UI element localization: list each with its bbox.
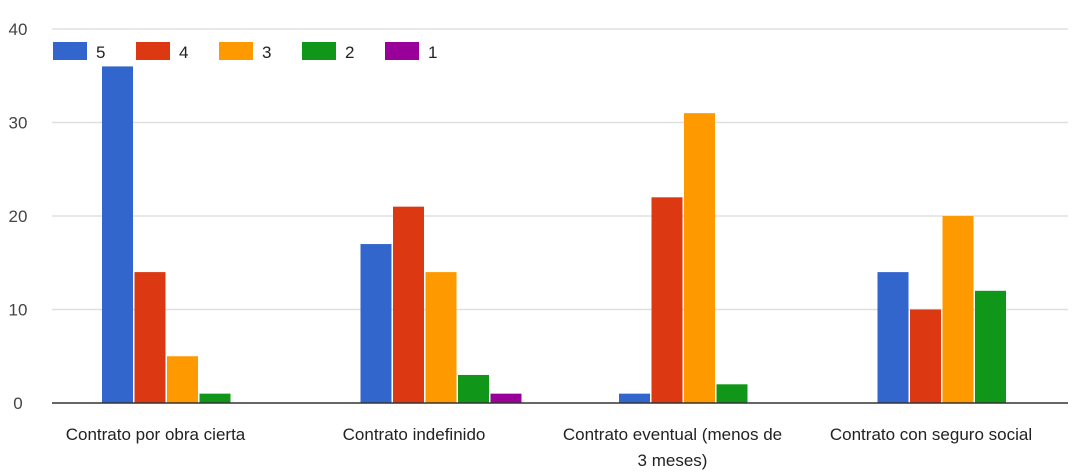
x-category-label: Contrato por obra cierta bbox=[66, 425, 246, 444]
bars bbox=[102, 66, 1006, 404]
legend-swatch-4 bbox=[136, 42, 170, 60]
x-axis-category-labels: Contrato por obra cierta Contrato indefin… bbox=[66, 425, 1032, 470]
bar-2-1 bbox=[199, 393, 231, 403]
legend-swatch-5 bbox=[53, 42, 87, 60]
y-tick-label: 30 bbox=[9, 114, 28, 133]
legend-label-1: 1 bbox=[428, 43, 437, 62]
bar-4-2 bbox=[393, 206, 424, 403]
y-axis-ticks: 0 10 20 30 40 bbox=[9, 20, 28, 413]
legend-label-5: 5 bbox=[96, 43, 105, 62]
y-tick-label: 20 bbox=[9, 207, 28, 226]
bar-5-2 bbox=[360, 244, 392, 403]
gridlines bbox=[52, 28, 1068, 311]
y-tick-label: 40 bbox=[9, 20, 28, 39]
bar-4-3 bbox=[651, 197, 683, 403]
bar-4-4 bbox=[910, 309, 941, 403]
bar-3-2 bbox=[425, 272, 457, 403]
y-tick-label: 0 bbox=[13, 394, 22, 413]
legend: 5 4 3 2 1 bbox=[53, 42, 437, 62]
bar-2-2 bbox=[458, 374, 489, 403]
y-tick-label: 10 bbox=[9, 301, 28, 320]
legend-label-2: 2 bbox=[345, 43, 354, 62]
x-category-label: Contrato eventual (menos de bbox=[563, 425, 782, 444]
bar-1-2 bbox=[490, 393, 522, 403]
x-category-label: 3 meses) bbox=[638, 451, 708, 470]
bar-2-3 bbox=[716, 384, 748, 403]
bar-5-4 bbox=[877, 272, 909, 403]
bar-3-3 bbox=[684, 113, 715, 404]
bar-4-1 bbox=[134, 272, 166, 403]
legend-label-3: 3 bbox=[262, 43, 271, 62]
legend-label-4: 4 bbox=[179, 43, 188, 62]
bar-5-1 bbox=[102, 66, 133, 404]
legend-swatch-1 bbox=[385, 42, 419, 60]
legend-swatch-2 bbox=[302, 42, 336, 60]
bar-3-1 bbox=[167, 356, 198, 403]
bar-2-4 bbox=[975, 290, 1006, 403]
bar-5-3 bbox=[619, 393, 650, 403]
legend-swatch-3 bbox=[219, 42, 253, 60]
bar-3-4 bbox=[942, 216, 974, 403]
x-category-label: Contrato indefinido bbox=[343, 425, 486, 444]
x-category-label: Contrato con seguro social bbox=[830, 425, 1032, 444]
